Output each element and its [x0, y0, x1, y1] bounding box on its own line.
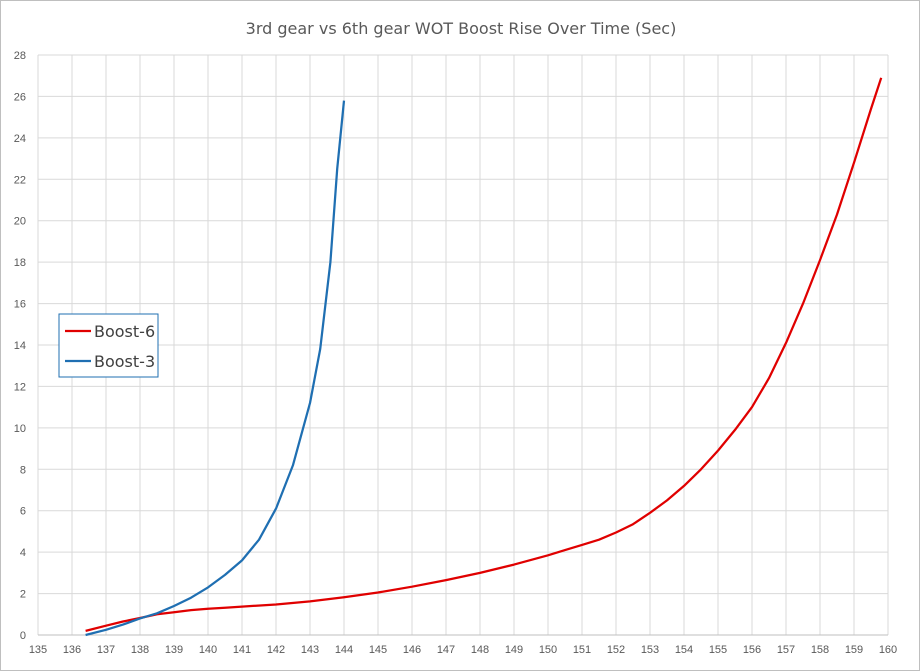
chart-title: 3rd gear vs 6th gear WOT Boost Rise Over…	[246, 19, 677, 38]
x-tick-label: 152	[607, 644, 625, 656]
x-tick-label: 160	[879, 644, 897, 656]
x-tick-label: 140	[199, 644, 217, 656]
x-tick-label: 141	[233, 644, 251, 656]
y-tick-label: 4	[20, 547, 26, 559]
x-tick-label: 154	[675, 644, 693, 656]
y-tick-label: 10	[14, 423, 26, 435]
y-tick-label: 18	[14, 257, 26, 269]
x-tick-label: 138	[131, 644, 149, 656]
series-line-boost-3	[85, 100, 346, 637]
x-tick-label: 148	[471, 644, 489, 656]
x-tick-label: 137	[97, 644, 115, 656]
y-tick-label: 2	[20, 589, 26, 601]
gridlines	[37, 54, 889, 636]
y-tick-label: 14	[14, 340, 26, 352]
x-tick-label: 156	[743, 644, 761, 656]
legend-box	[58, 313, 159, 378]
legend[interactable]: Boost-6 Boost-3	[58, 313, 159, 378]
x-tick-label: 149	[505, 644, 523, 656]
axes: 135 136 137 138 139 140 141 142 143 144 145 146 147 1…	[14, 50, 897, 656]
y-tick-label: 6	[20, 506, 26, 518]
x-tick-label: 147	[437, 644, 455, 656]
y-tick-label: 20	[14, 216, 26, 228]
x-tick-label: 136	[63, 644, 81, 656]
x-tick-label: 143	[301, 644, 319, 656]
x-tick-label: 144	[335, 644, 353, 656]
x-tick-label: 139	[165, 644, 183, 656]
y-tick-label: 0	[20, 630, 26, 642]
y-tick-label: 28	[14, 50, 26, 62]
x-tick-label: 157	[777, 644, 795, 656]
y-tick-label: 12	[14, 381, 26, 393]
legend-entry-label[interactable]: Boost-3	[94, 352, 155, 371]
x-tick-label: 155	[709, 644, 727, 656]
x-tick-label: 146	[403, 644, 421, 656]
y-tick-label: 16	[14, 299, 26, 311]
legend-entry-label[interactable]: Boost-6	[94, 322, 155, 341]
series-lines	[85, 77, 883, 637]
x-tick-label: 151	[573, 644, 591, 656]
x-tick-label: 145	[369, 644, 387, 656]
y-tick-label: 8	[20, 464, 26, 476]
x-tick-label: 150	[539, 644, 557, 656]
series-line-boost-6	[85, 77, 883, 632]
y-tick-label: 26	[14, 91, 26, 103]
x-tick-label: 135	[29, 644, 47, 656]
x-tick-label: 142	[267, 644, 285, 656]
y-tick-label: 24	[14, 133, 26, 145]
x-tick-label: 153	[641, 644, 659, 656]
y-tick-label: 22	[14, 174, 26, 186]
x-tick-label: 159	[845, 644, 863, 656]
x-tick-label: 158	[811, 644, 829, 656]
